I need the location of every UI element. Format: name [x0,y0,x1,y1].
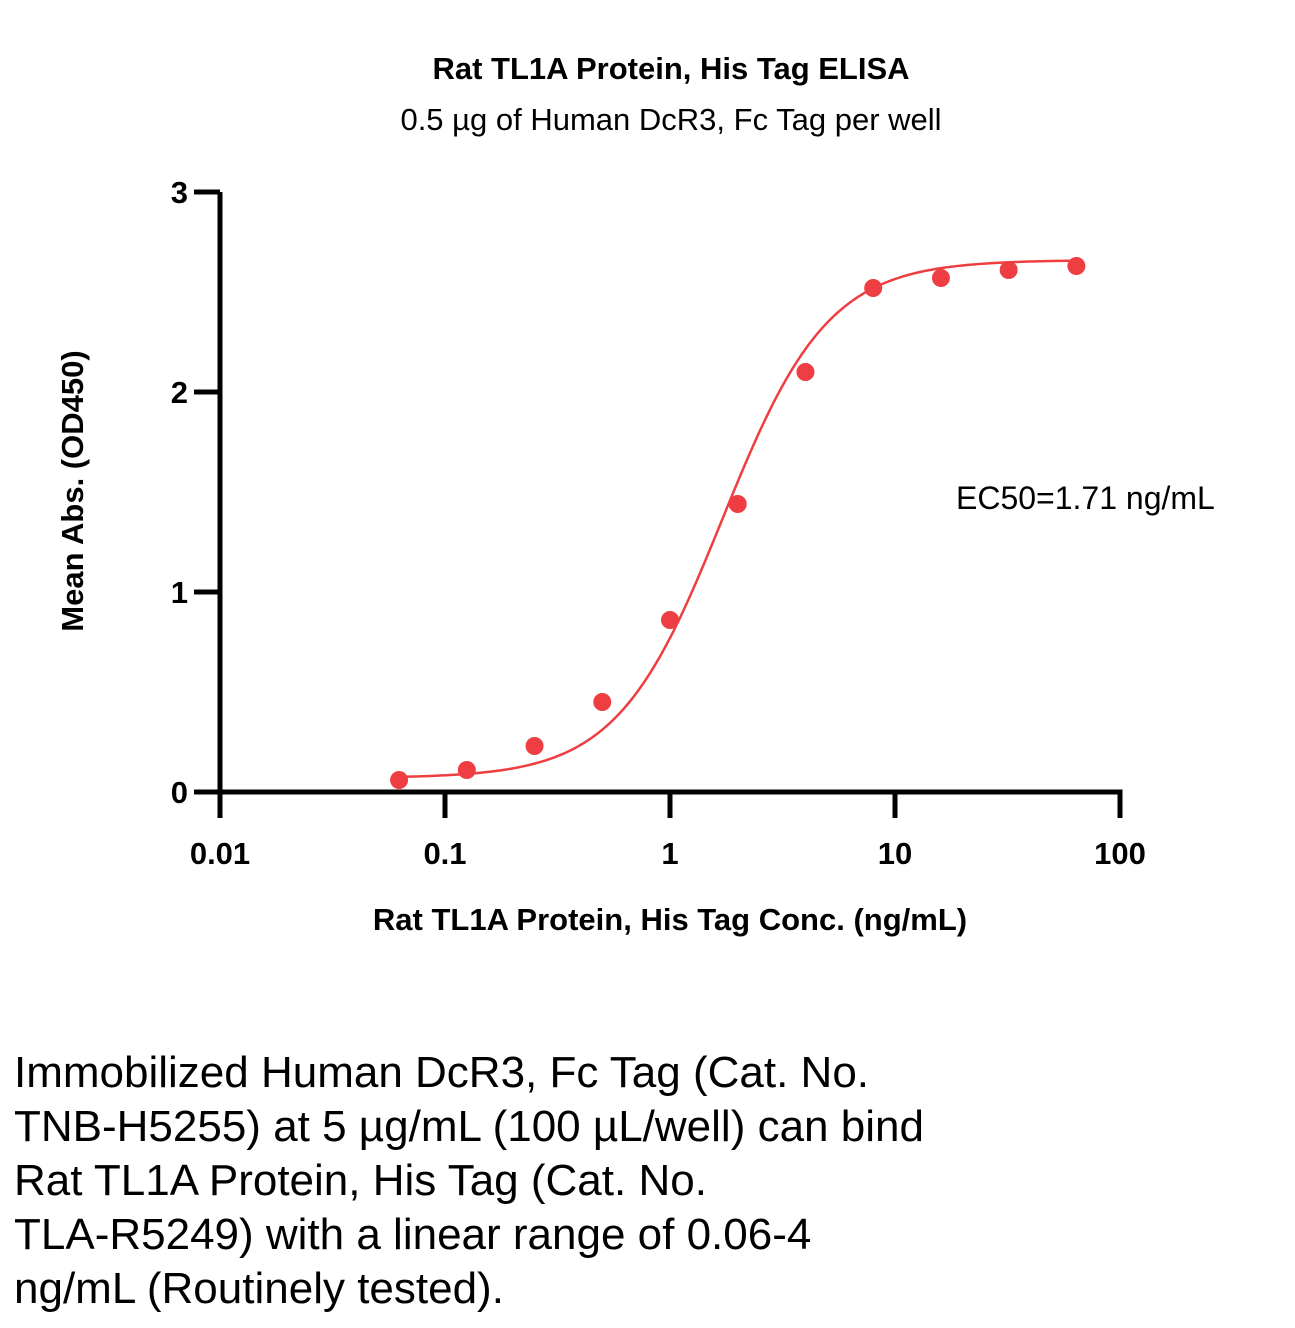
fit-curve-layer [399,259,1077,779]
y-tick-label: 0 [171,775,188,810]
fit-curve [399,259,1077,779]
data-points [390,257,1086,789]
data-point [728,495,747,513]
data-point [796,363,815,381]
x-axis-label: Rat TL1A Protein, His Tag Conc. (ng/mL) [373,902,967,937]
elisa-chart: Rat TL1A Protein, His Tag ELISA 0.5 µg o… [55,51,1215,937]
axes: 0 1 2 3 0.01 0.1 1 10 100 [171,175,1146,871]
chart-subtitle: 0.5 µg of Human DcR3, Fc Tag per well [400,102,941,137]
figure-caption: Immobilized Human DcR3, Fc Tag (Cat. No.… [14,1046,1074,1316]
x-tick-label: 0.1 [423,836,466,871]
y-tick-label: 1 [171,575,188,610]
y-axis-label: Mean Abs. (OD450) [55,350,90,631]
chart-title: Rat TL1A Protein, His Tag ELISA [432,51,909,86]
y-tick-label: 3 [171,175,188,210]
ec50-annotation: EC50=1.71 ng/mL [956,480,1215,516]
data-point [999,261,1018,279]
data-point [457,761,476,779]
caption-line: Rat TL1A Protein, His Tag (Cat. No. [14,1156,707,1205]
caption-line: Immobilized Human DcR3, Fc Tag (Cat. No. [14,1048,870,1097]
data-point [525,737,544,755]
data-point [661,611,679,629]
caption-line: TNB-H5255) at 5 µg/mL (100 µL/well) can … [14,1102,924,1151]
data-point [864,279,883,297]
x-tick-label: 0.01 [190,836,250,871]
data-point [1067,257,1086,275]
data-point [390,771,409,789]
caption-line: ng/mL (Routinely tested). [14,1264,504,1313]
x-tick-label: 1 [661,836,678,871]
y-tick-label: 2 [171,375,188,410]
caption-line: TLA-R5249) with a linear range of 0.06-4 [14,1210,812,1259]
x-tick-label: 100 [1094,836,1146,871]
x-tick-label: 10 [878,836,912,871]
data-point [593,693,612,711]
data-point [931,269,950,287]
